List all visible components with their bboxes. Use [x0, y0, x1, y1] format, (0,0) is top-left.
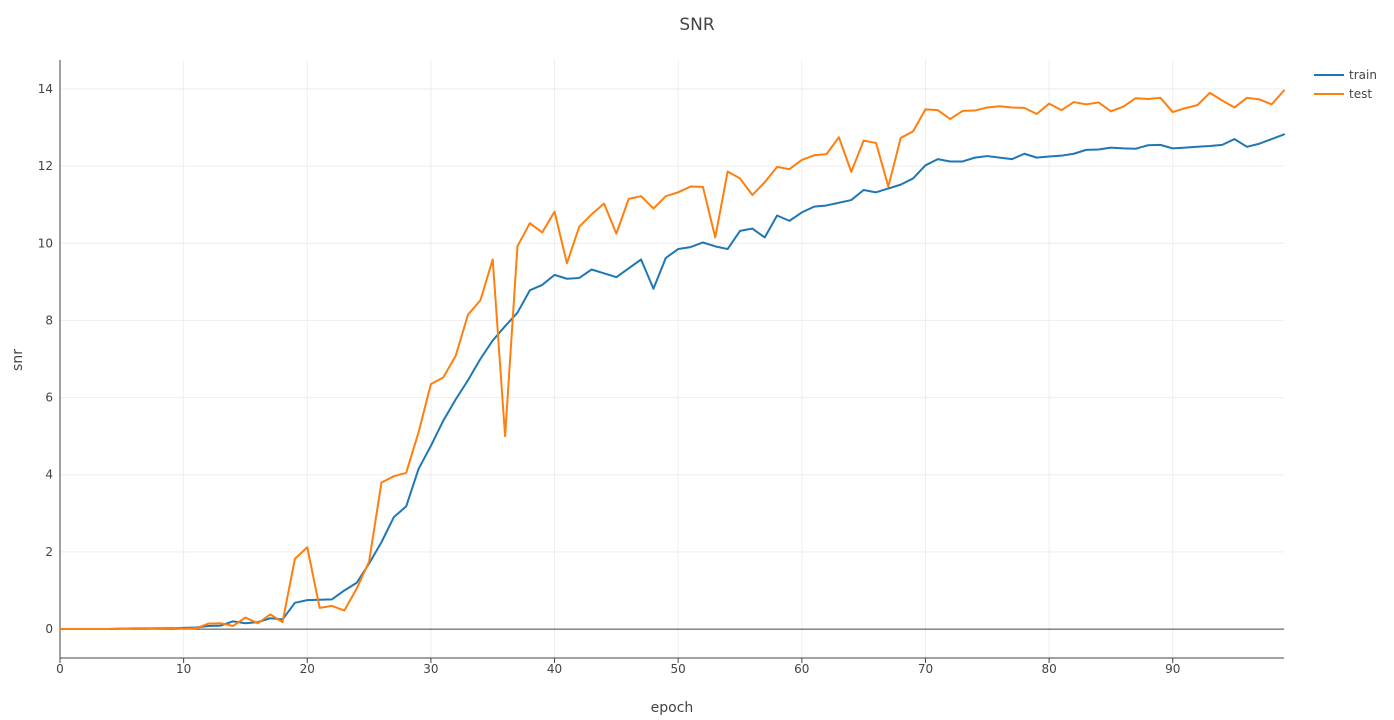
x-tick-label: 0	[56, 662, 64, 676]
series-lines	[59, 89, 1285, 631]
x-tick-label: 40	[547, 662, 562, 676]
x-tick-label: 50	[671, 662, 686, 676]
legend-item-test[interactable]: test	[1314, 87, 1372, 101]
y-tick-label: 8	[45, 313, 53, 327]
x-tick-label: 20	[300, 662, 315, 676]
x-tick-label: 90	[1165, 662, 1180, 676]
y-tick-label: 4	[45, 468, 53, 482]
x-tick-label: 30	[423, 662, 438, 676]
y-tick-label: 0	[45, 622, 53, 636]
y-tick-label: 12	[38, 159, 53, 173]
legend-item-train[interactable]: train	[1314, 68, 1377, 82]
x-tick-label: 10	[176, 662, 191, 676]
y-tick-label: 2	[45, 545, 53, 559]
legend-label: train	[1349, 68, 1377, 82]
y-tick-label: 10	[38, 236, 53, 250]
x-axis-title: epoch	[651, 700, 694, 716]
x-tick-label: 80	[1041, 662, 1056, 676]
legend-label: test	[1349, 87, 1372, 101]
series-line-test[interactable]	[59, 89, 1285, 631]
tick-labels: 0 10 20 30 40 50 60 70 80 90 0 2 4 6 8 10 12 14	[38, 82, 1181, 676]
x-tick-label: 70	[918, 662, 933, 676]
chart-title: SNR	[679, 15, 715, 35]
x-tick-label: 60	[794, 662, 809, 676]
legend[interactable]: train test	[1314, 68, 1377, 101]
y-tick-label: 14	[38, 82, 53, 96]
series-line-train[interactable]	[59, 133, 1285, 631]
y-axis-title: snr	[10, 349, 26, 371]
y-tick-label: 6	[45, 391, 53, 405]
axes	[59, 60, 1284, 663]
